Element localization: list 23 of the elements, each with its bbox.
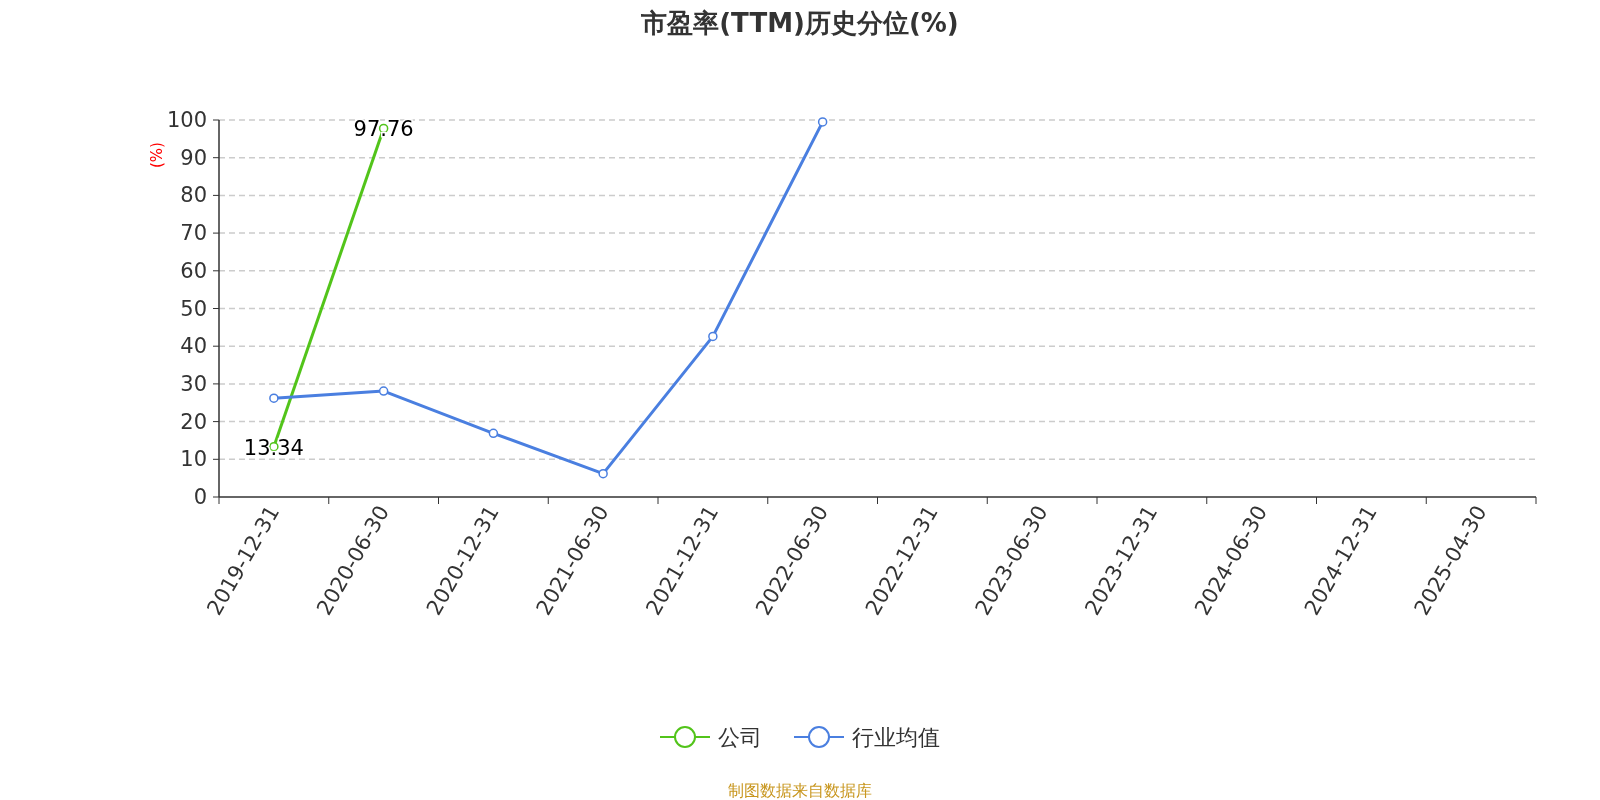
point [708,331,718,342]
y-tick-label: 80 [180,183,207,208]
y-tick-label: 40 [180,334,207,359]
text: 制图数据来自数据库 [728,781,872,800]
point [817,117,828,127]
point [378,386,389,396]
y-tick-label: 20 [180,409,207,434]
point [269,393,279,403]
y-axis-title: (%) [148,142,166,168]
y-tick-label: 10 [180,447,207,472]
y-tick-label: 30 [180,371,207,396]
data-label: 13.34 [243,435,304,460]
y-tick-label: 90 [180,145,207,170]
chart-title: 市盈率(TTM)历史分位(%) [640,8,959,38]
legend-label: 行业均值 [852,725,940,750]
point [598,468,608,479]
point [488,428,499,439]
y-tick-label: 0 [193,485,207,509]
y-tick-label: 50 [180,296,207,321]
y-tick-label: 60 [180,258,207,283]
y-tick-label: 100 [166,108,207,132]
legend-label: 公司 [718,725,762,750]
y-tick-label: 70 [180,221,207,246]
